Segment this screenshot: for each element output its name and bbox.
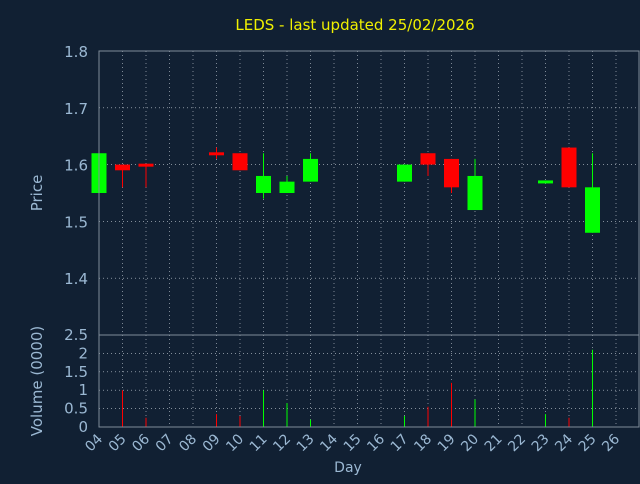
- volume-y-tick-label: 2.5: [64, 326, 88, 344]
- candle-body: [115, 164, 130, 171]
- candle-body: [585, 187, 600, 233]
- candle-body: [232, 153, 248, 171]
- x-tick-label: 05: [106, 431, 130, 455]
- price-y-tick-label: 1.6: [64, 157, 88, 175]
- candle-09: [209, 147, 224, 159]
- candle-20: [467, 158, 483, 211]
- volume-y-tick-label: 0: [78, 418, 88, 436]
- x-tick-label: 21: [482, 431, 506, 455]
- price-y-tick-label: 1.4: [64, 270, 88, 288]
- candle-body: [138, 163, 154, 167]
- x-tick-label: 17: [388, 431, 412, 455]
- price-y-tick-label: 1.5: [64, 213, 88, 231]
- x-tick-label: 18: [411, 431, 435, 455]
- x-tick-labels: 04 05 06 07 08 09 10 11 12 13 14 15 16 17 18 19 20 21 22 23…: [82, 431, 623, 455]
- x-axis-label: Day: [334, 460, 362, 476]
- candle-body: [209, 152, 224, 156]
- x-tick-label: 24: [552, 431, 576, 455]
- candle-23: [538, 180, 553, 184]
- candle-13: [303, 153, 318, 182]
- candle-body: [444, 158, 459, 188]
- x-tick-label: 25: [576, 431, 600, 455]
- price-panel-frame: [98, 50, 640, 336]
- chart-title: LEDS - last updated 25/02/2026: [235, 16, 474, 34]
- candle-body: [279, 181, 295, 193]
- candle-body: [538, 180, 553, 184]
- x-tick-label: 12: [270, 431, 294, 455]
- x-tick-label: 23: [529, 431, 553, 455]
- candle-12: [279, 175, 295, 193]
- candles-layer: [91, 147, 600, 233]
- candle-17: [397, 164, 412, 182]
- candle-10: [232, 153, 248, 171]
- candle-body: [256, 175, 271, 193]
- price-y-tick-label: 1.8: [64, 43, 88, 61]
- candle-body: [561, 147, 577, 188]
- x-tick-label: 26: [599, 431, 623, 455]
- price-y-tick-label: 1.7: [64, 100, 88, 118]
- candle-18: [420, 153, 436, 176]
- candle-06: [138, 163, 154, 188]
- volume-y-tick-label: 0.5: [64, 400, 88, 418]
- x-tick-label: 09: [200, 431, 224, 455]
- x-tick-label: 07: [153, 431, 177, 455]
- volume-y-tick-label: 1.5: [64, 363, 88, 381]
- volume-y-tick-label: 2: [78, 344, 88, 362]
- volume-bars-layer: [122, 349, 593, 427]
- candle-24: [561, 147, 577, 188]
- x-tick-label: 15: [341, 431, 365, 455]
- candle-19: [444, 158, 459, 193]
- candle-body: [467, 175, 483, 211]
- price-y-tick-labels: 1.8 1.7 1.6 1.5 1.4: [64, 43, 88, 288]
- volume-axis-label: Volume (0000): [28, 326, 46, 436]
- candle-11: [256, 153, 271, 199]
- volume-panel-frame: [98, 334, 640, 428]
- x-tick-label: 06: [129, 431, 153, 455]
- candle-05: [115, 164, 130, 188]
- x-tick-label: 16: [364, 431, 388, 455]
- x-tick-label: 22: [505, 431, 529, 455]
- volume-y-tick-labels: 2.521.510.50: [64, 326, 88, 436]
- x-tick-label: 08: [176, 431, 200, 455]
- candle-body: [397, 164, 412, 182]
- price-grid: [99, 51, 639, 335]
- candle-body: [420, 153, 436, 165]
- candle-25: [585, 153, 600, 233]
- price-axis-label: Price: [28, 175, 46, 212]
- candle-body: [303, 158, 318, 182]
- x-tick-label: 13: [294, 431, 318, 455]
- x-tick-label: 10: [223, 431, 247, 455]
- x-tick-label: 11: [247, 431, 271, 455]
- x-tick-label: 19: [435, 431, 459, 455]
- x-tick-label: 14: [317, 431, 341, 455]
- volume-grid: [99, 335, 639, 427]
- volume-y-tick-label: 1: [78, 381, 88, 399]
- x-tick-label: 20: [458, 431, 482, 455]
